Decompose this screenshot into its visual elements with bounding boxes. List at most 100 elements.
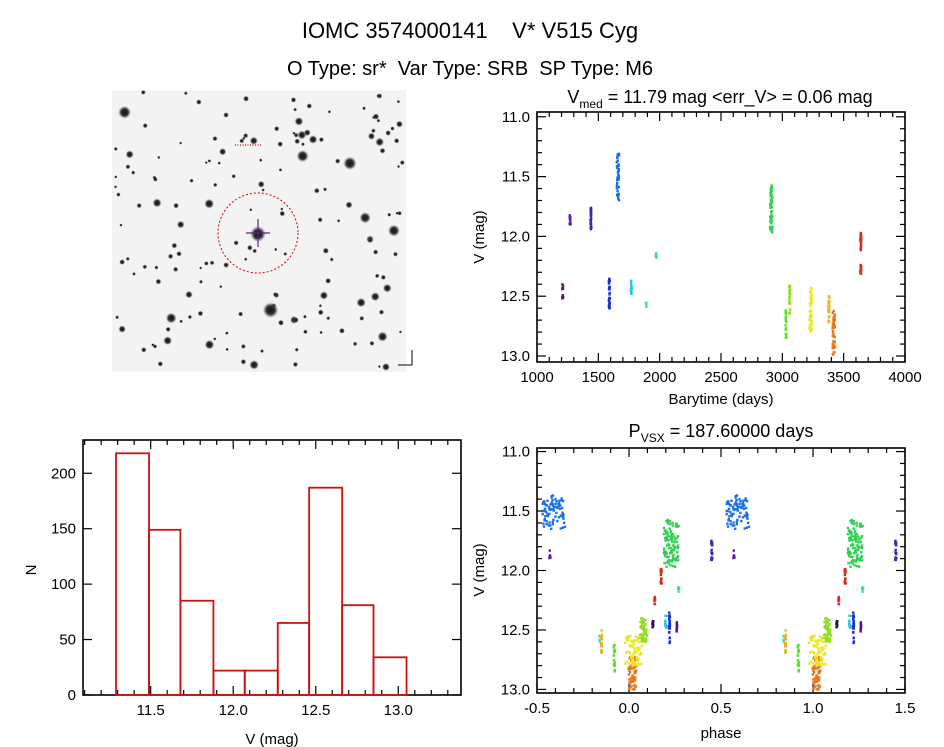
data-point	[641, 635, 644, 639]
data-point	[617, 197, 620, 200]
star	[371, 128, 376, 134]
data-point	[600, 645, 604, 648]
data-point	[549, 503, 552, 506]
data-point	[811, 668, 815, 671]
star	[262, 302, 279, 319]
data-point	[632, 687, 636, 691]
data-point	[632, 667, 635, 670]
y-tick-label: 0	[68, 687, 76, 704]
star	[261, 188, 265, 192]
data-point	[810, 299, 813, 302]
star	[155, 278, 162, 285]
star	[381, 362, 390, 371]
data-point	[675, 627, 678, 630]
data-point	[837, 602, 841, 606]
data-point	[824, 620, 828, 624]
star	[185, 290, 193, 299]
star	[249, 208, 253, 212]
data-point	[627, 636, 631, 639]
data-point	[852, 623, 856, 627]
star	[116, 192, 121, 197]
data-point	[860, 544, 864, 547]
data-point	[860, 556, 863, 559]
data-point	[735, 504, 739, 507]
data-point	[727, 502, 731, 506]
data-point	[665, 520, 668, 523]
data-point	[668, 623, 672, 627]
data-point	[771, 225, 774, 229]
star	[306, 103, 313, 109]
data-point	[770, 219, 774, 222]
star	[395, 211, 399, 215]
data-point	[831, 340, 835, 343]
data-point	[823, 620, 826, 624]
data-point	[550, 501, 553, 504]
data-point	[815, 645, 819, 648]
data-point	[810, 322, 813, 325]
data-point	[732, 524, 736, 527]
data-point	[599, 636, 603, 639]
data-point	[631, 645, 635, 648]
data-point	[642, 625, 646, 628]
star	[345, 201, 353, 209]
star	[273, 125, 280, 132]
star	[375, 137, 385, 147]
data-point	[549, 527, 553, 531]
data-point	[833, 350, 836, 354]
data-point	[631, 678, 634, 682]
data-point	[809, 309, 813, 312]
data-point	[561, 296, 565, 299]
data-point	[607, 286, 611, 290]
data-point	[815, 674, 818, 677]
data-point	[837, 598, 841, 601]
data-point	[561, 526, 564, 529]
data-point	[769, 211, 773, 214]
data-point	[827, 307, 830, 310]
star	[359, 212, 371, 224]
data-point	[660, 567, 663, 571]
histogram-bar	[115, 452, 150, 696]
data-point	[843, 577, 847, 580]
data-point	[668, 552, 672, 555]
data-point	[612, 659, 616, 662]
data-point	[640, 640, 644, 643]
data-point	[640, 617, 643, 620]
star	[172, 266, 179, 273]
data-point	[857, 548, 860, 551]
data-point	[836, 623, 839, 626]
data-point	[818, 685, 822, 688]
data-point	[617, 198, 621, 202]
data-point	[659, 577, 663, 580]
data-point	[555, 511, 558, 515]
data-point	[745, 512, 749, 516]
star	[167, 253, 174, 260]
star	[249, 359, 259, 370]
data-point	[849, 532, 853, 536]
data-point	[859, 241, 863, 244]
data-point	[784, 643, 787, 646]
data-point	[662, 532, 665, 536]
data-point	[844, 567, 847, 571]
star	[326, 316, 331, 321]
data-point	[832, 318, 835, 321]
data-point	[675, 628, 678, 632]
histogram-bar	[372, 656, 408, 696]
data-point	[827, 639, 830, 643]
data-point	[546, 512, 549, 516]
data-point	[826, 618, 829, 621]
data-point	[808, 662, 811, 665]
data-point	[833, 324, 836, 327]
star	[318, 137, 325, 143]
data-point	[613, 649, 616, 652]
data-point	[667, 625, 671, 629]
data-point	[664, 539, 667, 542]
star	[136, 202, 142, 209]
star	[179, 141, 183, 145]
data-point	[615, 160, 618, 164]
y-tick-label: 150	[51, 521, 76, 538]
data-point	[617, 195, 620, 199]
data-point	[823, 651, 827, 654]
data-point	[638, 653, 641, 656]
data-point	[827, 310, 830, 313]
